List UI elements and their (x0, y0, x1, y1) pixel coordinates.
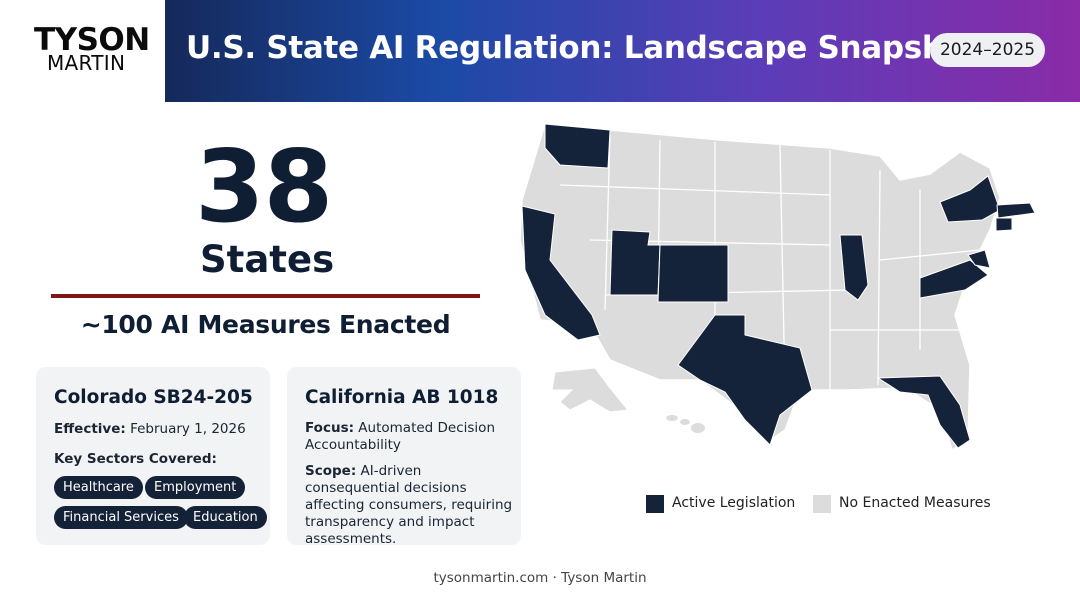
state-washington (544, 123, 611, 169)
legend-active-swatch (646, 495, 664, 513)
legend-none-swatch (813, 495, 831, 513)
state-california (521, 205, 601, 341)
state-connecticut (995, 217, 1013, 232)
sectors-label: Key Sectors Covered: (54, 451, 217, 467)
card-colorado-sectors-label: Key Sectors Covered: (54, 451, 217, 468)
card-california-focus: Focus: Automated Decision Accountability (305, 420, 510, 454)
title-banner: U.S. State AI Regulation: Landscape Snap… (165, 0, 1080, 102)
page-title: U.S. State AI Regulation: Landscape Snap… (186, 30, 980, 66)
brand-logo-line2: MARTIN (47, 51, 126, 75)
card-california-scope: Scope: AI-driven consequential decisions… (305, 463, 515, 548)
focus-value: Automated Decision Accountability (305, 420, 495, 453)
effective-label: Effective: (54, 421, 126, 437)
brand-logo: TYSON MARTIN (0, 0, 165, 102)
brand-logo-line1: TYSON (34, 22, 150, 58)
state-colorado (657, 244, 729, 303)
state-massachusetts (996, 202, 1036, 219)
footer-credit: tysonmartin.com · Tyson Martin (433, 570, 647, 586)
header: TYSON MARTIN U.S. State AI Regulation: L… (0, 0, 1080, 102)
legend-active-label: Active Legislation (672, 495, 796, 511)
state-alaska (551, 367, 629, 413)
states-label: States (200, 238, 335, 281)
states-count: 38 (195, 128, 333, 245)
state-texas (677, 314, 813, 446)
card-california-title: California AB 1018 (305, 387, 499, 408)
state-maryland (967, 249, 991, 269)
state-florida (876, 375, 971, 449)
state-virginia (919, 259, 989, 299)
state-hawaii (666, 415, 705, 433)
state-illinois (839, 234, 869, 301)
card-colorado-title: Colorado SB24-205 (54, 387, 253, 408)
period-badge: 2024–2025 (930, 33, 1045, 67)
sector-chip-employment: Employment (145, 476, 246, 499)
legend-none-label: No Enacted Measures (839, 495, 991, 511)
card-california: California AB 1018 Focus: Automated Deci… (287, 367, 521, 548)
sector-chip-healthcare: Healthcare (54, 476, 143, 499)
measures-subtitle: ~100 AI Measures Enacted (80, 310, 451, 339)
scope-value: AI-driven consequential decisions affect… (305, 463, 513, 547)
sector-chip-financial-services: Financial Services (54, 506, 188, 529)
scope-label: Scope: (305, 463, 357, 479)
focus-label: Focus: (305, 420, 354, 436)
divider (51, 294, 480, 298)
card-colorado: Colorado SB24-205 Effective: February 1,… (36, 367, 270, 545)
effective-value: February 1, 2026 (130, 421, 246, 437)
card-colorado-effective: Effective: February 1, 2026 (54, 421, 246, 438)
active-states (521, 123, 1036, 449)
us-map (519, 123, 1036, 452)
sector-chip-education: Education (184, 506, 267, 529)
